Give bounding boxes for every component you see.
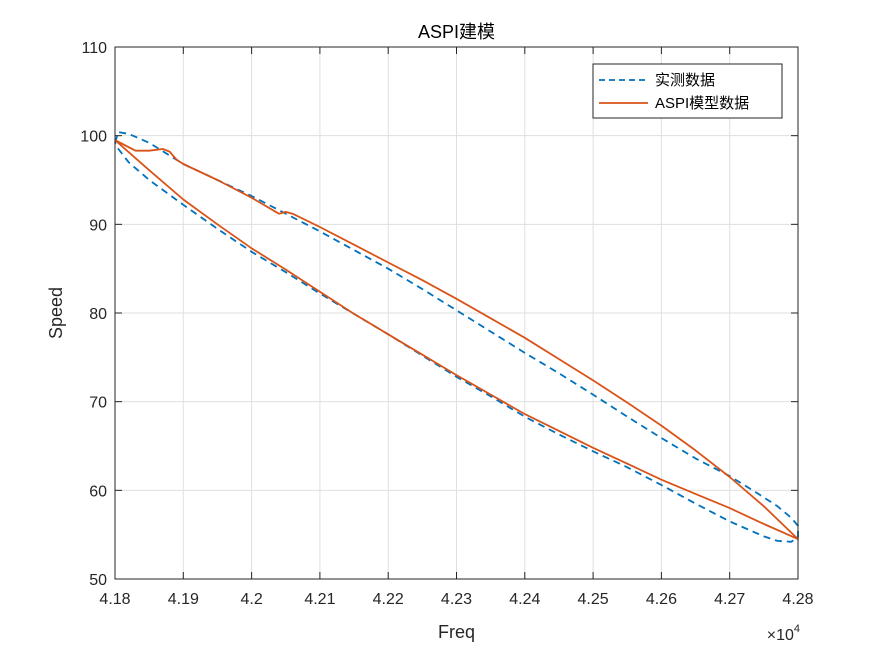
x-tick-label: 4.27 xyxy=(714,591,745,608)
y-tick-label: 100 xyxy=(80,129,107,146)
legend-box xyxy=(592,63,783,119)
x-tick-label: 4.2 xyxy=(240,591,262,608)
y-tick-label: 50 xyxy=(89,572,107,589)
x-tick-label: 4.28 xyxy=(782,591,813,608)
y-axis-label: Speed xyxy=(46,287,66,339)
legend: 实测数据 ASPI模型数据 xyxy=(592,63,783,119)
y-tick-label: 80 xyxy=(89,306,107,323)
ticks xyxy=(114,46,799,580)
y-tick-label: 70 xyxy=(89,395,107,412)
y-tick-label: 60 xyxy=(89,483,107,500)
x-tick-label: 4.24 xyxy=(509,591,540,608)
y-tick-label: 110 xyxy=(81,40,107,57)
x-tick-label: 4.22 xyxy=(373,591,404,608)
x-tick-label: 4.19 xyxy=(168,591,199,608)
legend-label-measured: 实测数据 xyxy=(655,72,715,89)
x-axis-multiplier-base: ×10 xyxy=(767,627,794,644)
legend-label-model: ASPI模型数据 xyxy=(655,95,749,112)
chart-title: ASPI建模 xyxy=(418,22,495,42)
x-axis-multiplier-exponent: 4 xyxy=(794,623,800,635)
x-tick-label: 4.23 xyxy=(441,591,472,608)
x-tick-label: 4.18 xyxy=(99,591,130,608)
series-model-line xyxy=(114,139,799,540)
x-tick-label: 4.21 xyxy=(304,591,335,608)
tick-labels: 4.18 4.19 4.2 4.21 4.22 4.23 4.24 4.25 4.26 4.27 4… xyxy=(80,40,813,608)
x-tick-label: 4.26 xyxy=(646,591,677,608)
x-axis-multiplier: ×104 xyxy=(767,623,800,644)
y-tick-label: 90 xyxy=(89,217,107,234)
x-tick-label: 4.25 xyxy=(578,591,609,608)
x-axis-label: Freq xyxy=(438,622,475,642)
